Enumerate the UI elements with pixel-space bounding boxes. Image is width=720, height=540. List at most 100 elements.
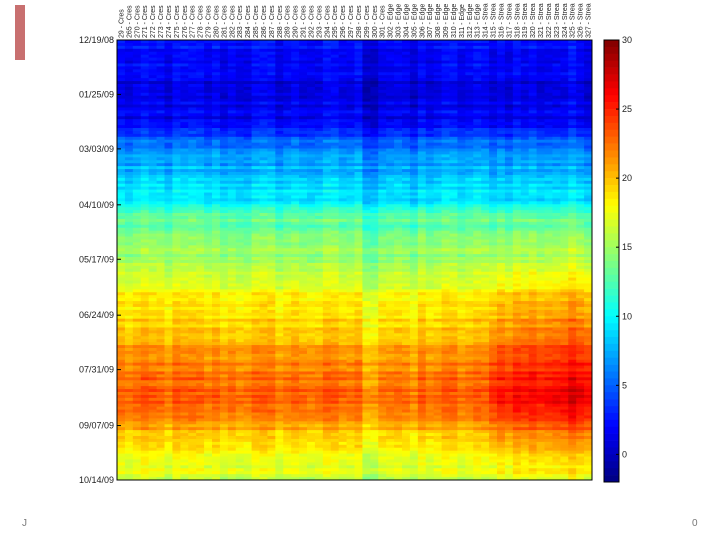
heatmap-cell: [188, 236, 197, 240]
heatmap-cell: [552, 251, 561, 255]
heatmap-cell: [449, 151, 458, 155]
heatmap-cell: [386, 60, 395, 64]
heatmap-cell: [457, 236, 466, 240]
heatmap-cell: [219, 72, 229, 76]
heatmap-cell: [322, 204, 332, 208]
heatmap-cell: [148, 177, 157, 182]
heatmap-cell: [378, 57, 387, 61]
heatmap-cell: [156, 154, 165, 158]
heatmap-cell: [370, 177, 379, 182]
heatmap-cell: [481, 198, 490, 202]
heatmap-cell: [560, 160, 569, 164]
heatmap-cell: [148, 128, 157, 132]
column-label: 301 - Cres: [380, 5, 387, 38]
heatmap-cell: [536, 274, 545, 278]
heatmap-cell: [196, 163, 205, 167]
heatmap-cell: [576, 160, 585, 164]
heatmap-cell: [188, 210, 197, 214]
heatmap-cell: [156, 86, 165, 91]
heatmap-cell: [188, 98, 197, 102]
heatmap-cell: [346, 133, 355, 138]
heatmap-cell: [124, 195, 134, 199]
heatmap-cell: [291, 136, 300, 141]
heatmap-cell: [520, 198, 530, 202]
heatmap-cell: [164, 213, 173, 217]
heatmap-cell: [394, 95, 403, 100]
heatmap-cell: [560, 274, 569, 278]
heatmap-cell: [124, 136, 134, 141]
heatmap-cell: [322, 128, 332, 132]
heatmap-cell: [180, 54, 189, 58]
heatmap-cell: [425, 198, 435, 202]
heatmap-cell: [528, 78, 537, 82]
heatmap-cell: [188, 277, 197, 281]
heatmap-cell: [528, 40, 537, 44]
heatmap-cell: [235, 89, 245, 94]
heatmap-cell: [275, 84, 284, 88]
heatmap-cell: [172, 177, 181, 182]
heatmap-cell: [362, 218, 371, 223]
heatmap-cell: [251, 86, 260, 91]
heatmap-cell: [465, 221, 474, 226]
heatmap-cell: [204, 136, 213, 141]
heatmap-cell: [528, 101, 537, 105]
heatmap-cell: [568, 139, 577, 144]
heatmap-cell: [584, 136, 593, 141]
heatmap-cell: [520, 180, 530, 185]
heatmap-cell: [227, 280, 237, 284]
heatmap-cell: [307, 48, 316, 53]
heatmap-cell: [124, 180, 134, 185]
heatmap-cell: [417, 122, 427, 126]
heatmap-cell: [425, 69, 435, 73]
heatmap-cell: [314, 245, 324, 249]
heatmap-cell: [504, 166, 514, 170]
heatmap-cell: [425, 268, 435, 273]
heatmap-cell: [140, 174, 150, 179]
heatmap-cell: [481, 201, 490, 205]
heatmap-cell: [172, 157, 181, 161]
heatmap-cell: [568, 40, 577, 44]
heatmap-cell: [204, 51, 213, 56]
heatmap-cell: [386, 125, 395, 129]
heatmap-cell: [219, 92, 229, 97]
heatmap-cell: [251, 163, 260, 167]
heatmap-cell: [433, 277, 442, 281]
heatmap-cell: [148, 174, 157, 179]
heatmap-cell: [378, 98, 387, 102]
heatmap-cell: [433, 174, 442, 179]
heatmap-cell: [267, 210, 276, 214]
heatmap-cell: [394, 78, 403, 82]
heatmap-cell: [196, 92, 205, 97]
heatmap-cell: [457, 186, 466, 190]
heatmap-cell: [362, 60, 371, 64]
heatmap-cell: [370, 227, 379, 232]
heatmap-cell: [425, 213, 435, 217]
heatmap-cell: [299, 251, 308, 255]
heatmap-cell: [528, 260, 537, 264]
heatmap-cell: [180, 254, 189, 258]
heatmap-cell: [544, 260, 553, 264]
heatmap-cell: [235, 236, 245, 240]
heatmap-cell: [552, 110, 561, 114]
heatmap-cell: [409, 40, 419, 44]
heatmap-cell: [299, 113, 308, 117]
heatmap-cell: [362, 113, 371, 117]
heatmap-cell: [156, 142, 165, 146]
heatmap-cell: [457, 142, 466, 146]
heatmap-cell: [307, 92, 316, 97]
heatmap-cell: [180, 186, 189, 190]
heatmap-cell: [370, 251, 379, 255]
heatmap-cell: [370, 116, 379, 120]
heatmap-cell: [338, 81, 347, 85]
heatmap-cell: [536, 107, 545, 111]
heatmap-cell: [219, 66, 229, 70]
heatmap-cell: [568, 98, 577, 102]
heatmap-cell: [402, 45, 411, 50]
heatmap-cell: [180, 51, 189, 56]
heatmap-cell: [283, 242, 292, 246]
heatmap-cell: [148, 198, 157, 202]
heatmap-cell: [449, 192, 458, 196]
heatmap-cell: [528, 207, 537, 211]
heatmap-cell: [481, 260, 490, 264]
heatmap-cell: [504, 157, 514, 161]
